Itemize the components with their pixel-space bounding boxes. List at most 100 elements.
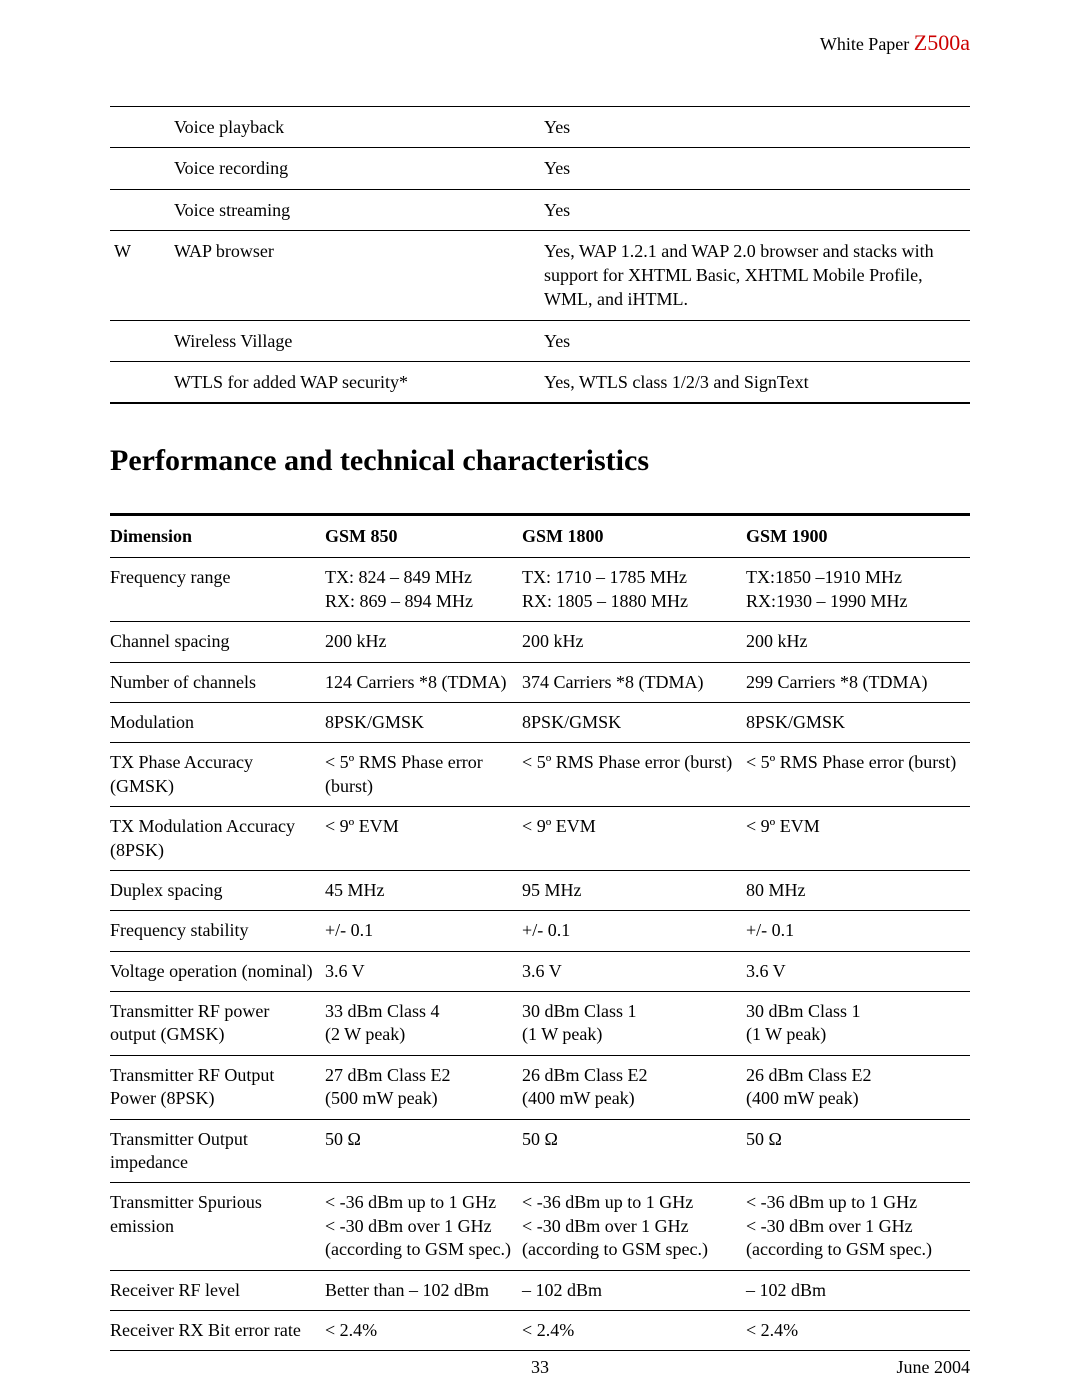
table-row: Number of channels124 Carriers *8 (TDMA)… [110, 662, 970, 702]
spec-gsm1900: 80 MHz [746, 870, 970, 910]
spec-gsm850: 45 MHz [325, 870, 522, 910]
table-row: Voice recordingYes [110, 148, 970, 189]
feature-value: Yes, WTLS class 1/2/3 and SignText [540, 362, 970, 404]
section-title: Performance and technical characteristic… [110, 444, 970, 478]
spec-dimension: Frequency range [110, 558, 325, 622]
spec-dimension: TX Modulation Accuracy (8PSK) [110, 807, 325, 871]
spec-header-gsm850: GSM 850 [325, 515, 522, 558]
table-row: Channel spacing200 kHz200 kHz200 kHz [110, 622, 970, 662]
feature-name: Voice recording [170, 148, 540, 189]
spec-gsm1900: 30 dBm Class 1(1 W peak) [746, 992, 970, 1056]
spec-gsm850: 200 kHz [325, 622, 522, 662]
spec-table: Dimension GSM 850 GSM 1800 GSM 1900 Freq… [110, 513, 970, 1351]
table-row: Receiver RF levelBetter than – 102 dBm– … [110, 1270, 970, 1310]
table-row: Receiver RX Bit error rate< 2.4%< 2.4%< … [110, 1310, 970, 1350]
spec-gsm1900: TX:1850 –1910 MHzRX:1930 – 1990 MHz [746, 558, 970, 622]
feature-name: Voice playback [170, 107, 540, 148]
spec-gsm1800: 26 dBm Class E2(400 mW peak) [522, 1055, 746, 1119]
spec-dimension: Transmitter RF power output (GMSK) [110, 992, 325, 1056]
table-row: Frequency stability+/- 0.1+/- 0.1+/- 0.1 [110, 911, 970, 951]
header-prefix: White Paper [820, 34, 914, 54]
spec-gsm850: 50 Ω [325, 1119, 522, 1183]
spec-gsm1800: < 2.4% [522, 1310, 746, 1350]
spec-gsm1800: 50 Ω [522, 1119, 746, 1183]
spec-gsm1900: 26 dBm Class E2(400 mW peak) [746, 1055, 970, 1119]
feature-value: Yes [540, 148, 970, 189]
feature-letter [110, 107, 170, 148]
table-row: Transmitter Output impedance50 Ω50 Ω50 Ω [110, 1119, 970, 1183]
feature-letter [110, 320, 170, 361]
feature-value: Yes [540, 320, 970, 361]
spec-gsm1900: < 2.4% [746, 1310, 970, 1350]
table-row: WWAP browserYes, WAP 1.2.1 and WAP 2.0 b… [110, 230, 970, 320]
feature-value: Yes [540, 189, 970, 230]
spec-gsm1800: +/- 0.1 [522, 911, 746, 951]
spec-gsm1900: 299 Carriers *8 (TDMA) [746, 662, 970, 702]
table-row: Transmitter Spurious emission< -36 dBm u… [110, 1183, 970, 1270]
spec-gsm1800: 374 Carriers *8 (TDMA) [522, 662, 746, 702]
spec-header-gsm1900: GSM 1900 [746, 515, 970, 558]
table-row: Voice playbackYes [110, 107, 970, 148]
spec-dimension: Channel spacing [110, 622, 325, 662]
spec-dimension: Transmitter RF Output Power (8PSK) [110, 1055, 325, 1119]
spec-gsm1800: 30 dBm Class 1(1 W peak) [522, 992, 746, 1056]
feature-name: Wireless Village [170, 320, 540, 361]
page-number: 33 [531, 1357, 549, 1378]
spec-header-dimension: Dimension [110, 515, 325, 558]
table-row: Voltage operation (nominal)3.6 V3.6 V3.6… [110, 951, 970, 991]
spec-gsm1800: TX: 1710 – 1785 MHzRX: 1805 – 1880 MHz [522, 558, 746, 622]
feature-name: WAP browser [170, 230, 540, 320]
table-row: TX Modulation Accuracy (8PSK)< 9º EVM< 9… [110, 807, 970, 871]
spec-gsm850: < 2.4% [325, 1310, 522, 1350]
spec-gsm1900: 200 kHz [746, 622, 970, 662]
spec-header-gsm1800: GSM 1800 [522, 515, 746, 558]
spec-dimension: Transmitter Spurious emission [110, 1183, 325, 1270]
table-row: Wireless VillageYes [110, 320, 970, 361]
spec-gsm850: Better than – 102 dBm [325, 1270, 522, 1310]
header-model: Z500a [914, 30, 970, 55]
spec-gsm850: +/- 0.1 [325, 911, 522, 951]
spec-gsm850: 27 dBm Class E2(500 mW peak) [325, 1055, 522, 1119]
spec-gsm1900: < -36 dBm up to 1 GHz< -30 dBm over 1 GH… [746, 1183, 970, 1270]
feature-letter [110, 148, 170, 189]
spec-dimension: Frequency stability [110, 911, 325, 951]
spec-gsm1900: < 9º EVM [746, 807, 970, 871]
spec-gsm1800: < -36 dBm up to 1 GHz< -30 dBm over 1 GH… [522, 1183, 746, 1270]
spec-gsm1800: 95 MHz [522, 870, 746, 910]
spec-gsm850: 124 Carriers *8 (TDMA) [325, 662, 522, 702]
spec-gsm1900: 3.6 V [746, 951, 970, 991]
spec-gsm1900: +/- 0.1 [746, 911, 970, 951]
feature-letter [110, 362, 170, 404]
spec-dimension: Number of channels [110, 662, 325, 702]
spec-gsm1800: 8PSK/GMSK [522, 702, 746, 742]
table-row: Modulation8PSK/GMSK8PSK/GMSK8PSK/GMSK [110, 702, 970, 742]
feature-value: Yes [540, 107, 970, 148]
table-row: WTLS for added WAP security*Yes, WTLS cl… [110, 362, 970, 404]
table-row: Frequency rangeTX: 824 – 849 MHzRX: 869 … [110, 558, 970, 622]
spec-gsm1900: 50 Ω [746, 1119, 970, 1183]
spec-gsm1900: – 102 dBm [746, 1270, 970, 1310]
table-row: TX Phase Accuracy (GMSK) < 5º RMS Phase e… [110, 743, 970, 807]
feature-letter: W [110, 230, 170, 320]
table-row: Transmitter RF power output (GMSK)33 dBm… [110, 992, 970, 1056]
spec-gsm850: 8PSK/GMSK [325, 702, 522, 742]
spec-gsm850: TX: 824 – 849 MHzRX: 869 – 894 MHz [325, 558, 522, 622]
page-header: White Paper Z500a [110, 30, 970, 56]
spec-header-row: Dimension GSM 850 GSM 1800 GSM 1900 [110, 515, 970, 558]
spec-gsm1900: < 5º RMS Phase error (burst) [746, 743, 970, 807]
table-row: Transmitter RF Output Power (8PSK)27 dBm… [110, 1055, 970, 1119]
spec-gsm1800: < 5º RMS Phase error (burst) [522, 743, 746, 807]
spec-gsm850: 3.6 V [325, 951, 522, 991]
spec-dimension: Voltage operation (nominal) [110, 951, 325, 991]
spec-gsm850: < -36 dBm up to 1 GHz< -30 dBm over 1 GH… [325, 1183, 522, 1270]
feature-letter [110, 189, 170, 230]
spec-dimension: Receiver RF level [110, 1270, 325, 1310]
table-row: Duplex spacing45 MHz95 MHz80 MHz [110, 870, 970, 910]
publication-date: June 2004 [897, 1357, 971, 1378]
spec-dimension: TX Phase Accuracy (GMSK) [110, 743, 325, 807]
spec-gsm850: < 9º EVM [325, 807, 522, 871]
feature-name: Voice streaming [170, 189, 540, 230]
spec-gsm850: 33 dBm Class 4(2 W peak) [325, 992, 522, 1056]
spec-gsm1800: – 102 dBm [522, 1270, 746, 1310]
spec-dimension: Duplex spacing [110, 870, 325, 910]
